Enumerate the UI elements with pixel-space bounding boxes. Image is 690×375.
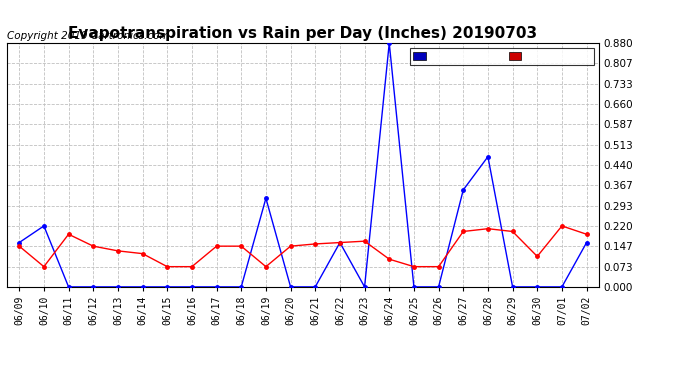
Legend: Rain  (Inches), ET  (Inches): Rain (Inches), ET (Inches) — [411, 48, 593, 64]
Text: Copyright 2019 Cartronics.com: Copyright 2019 Cartronics.com — [7, 32, 170, 41]
Title: Evapotranspiration vs Rain per Day (Inches) 20190703: Evapotranspiration vs Rain per Day (Inch… — [68, 26, 538, 40]
